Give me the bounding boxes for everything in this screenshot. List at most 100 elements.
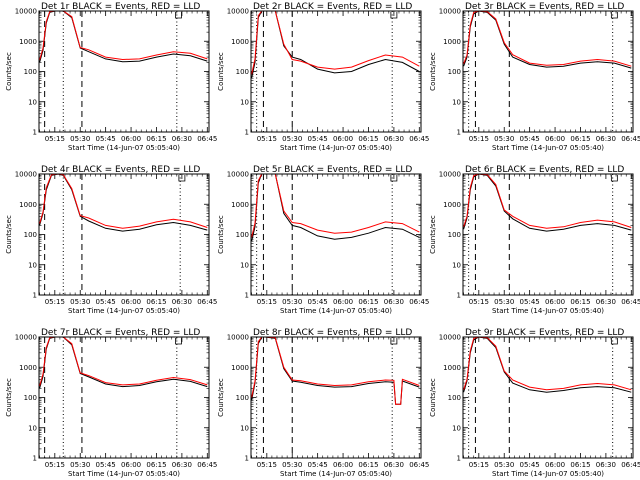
panel-title: Det 3r BLACK = Events, RED = LLD [465, 2, 624, 12]
y-tick-label: 1000 [231, 201, 249, 209]
x-axis-label: Start Time (14-Jun-07 05:05:40) [280, 470, 392, 478]
plot-frame [462, 10, 634, 133]
y-tick-label: 100 [24, 394, 37, 402]
y-tick-label: 100 [236, 68, 249, 76]
x-tick-label: 06:45 [197, 461, 217, 469]
panel-1: Det 1r BLACK = Events, RED = LLD 1 10 100 10… [5, 2, 217, 152]
x-tick-label: 06:45 [621, 298, 640, 306]
x-tick-label: 05:30 [282, 298, 302, 306]
x-tick-label: 06:00 [333, 461, 353, 469]
series-events-line [251, 337, 420, 405]
y-tick-label: 10000 [439, 171, 461, 179]
panel-title: Det 9r BLACK = Events, RED = LLD [465, 328, 624, 338]
x-axis-label: Start Time (14-Jun-07 05:05:40) [280, 144, 392, 152]
x-tick-label: 05:45 [96, 461, 116, 469]
marker-box [390, 338, 398, 345]
y-tick-label: 100 [24, 68, 37, 76]
series-lld-line [251, 11, 420, 75]
y-tick-label: 1 [33, 129, 37, 137]
x-tick-label: 06:00 [333, 298, 353, 306]
plot-frame [250, 336, 422, 459]
x-tick-label: 06:30 [384, 298, 404, 306]
plot-frame [38, 10, 210, 133]
series-events-line [39, 174, 208, 232]
x-tick-label: 06:00 [545, 461, 565, 469]
marker-box [610, 175, 618, 182]
x-tick-label: 05:45 [308, 135, 328, 143]
plot-frame [250, 173, 422, 296]
series-lld-line [251, 174, 420, 238]
x-tick-label: 05:45 [520, 461, 540, 469]
panel-3: Det 3r BLACK = Events, RED = LLD 1 10 100 10… [429, 2, 640, 152]
x-axis-label: Start Time (14-Jun-07 05:05:40) [492, 144, 604, 152]
x-axis-label: Start Time (14-Jun-07 05:05:40) [68, 470, 180, 478]
y-tick-label: 1000 [231, 38, 249, 46]
x-tick-label: 06:30 [384, 461, 404, 469]
x-tick-label: 05:15 [469, 298, 489, 306]
x-tick-label: 06:15 [570, 298, 590, 306]
y-tick-label: 10 [452, 98, 461, 106]
marker-box [610, 12, 618, 19]
x-axis-label: Start Time (14-Jun-07 05:05:40) [492, 307, 604, 315]
x-tick-label: 05:30 [70, 135, 90, 143]
x-tick-label: 06:00 [545, 298, 565, 306]
x-tick-label: 05:15 [257, 135, 277, 143]
marker-box [178, 175, 186, 182]
x-tick-label: 05:15 [257, 461, 277, 469]
y-tick-label: 10000 [15, 8, 37, 16]
y-axis-label: Counts/sec [429, 378, 437, 417]
x-tick-label: 05:15 [45, 135, 65, 143]
y-tick-label: 10000 [227, 8, 249, 16]
y-axis-label: Counts/sec [217, 378, 225, 417]
x-tick-label: 06:45 [409, 135, 429, 143]
y-axis-label: Counts/sec [5, 52, 13, 91]
x-tick-label: 06:15 [570, 461, 590, 469]
marker-box [390, 175, 398, 182]
x-tick-label: 05:30 [282, 461, 302, 469]
series-events-line [463, 11, 632, 69]
y-tick-label: 1 [457, 455, 461, 463]
y-tick-label: 100 [24, 231, 37, 239]
series-lld-line [463, 174, 632, 229]
y-axis-label: Counts/sec [429, 215, 437, 254]
y-tick-label: 100 [236, 231, 249, 239]
y-tick-label: 10 [28, 424, 37, 432]
x-tick-label: 05:45 [308, 461, 328, 469]
series-lld-line [463, 337, 632, 391]
y-tick-label: 10000 [439, 8, 461, 16]
x-axis-label: Start Time (14-Jun-07 05:05:40) [492, 470, 604, 478]
y-tick-label: 10 [240, 424, 249, 432]
y-tick-label: 10 [28, 261, 37, 269]
y-tick-label: 1000 [443, 364, 461, 372]
panel-4: Det 4r BLACK = Events, RED = LLD 1 10 100 10… [5, 165, 217, 315]
y-tick-label: 10000 [15, 171, 37, 179]
panel-title: Det 6r BLACK = Events, RED = LLD [465, 165, 624, 175]
x-tick-label: 06:30 [596, 135, 616, 143]
plot-frame [250, 10, 422, 133]
panel-title: Det 4r BLACK = Events, RED = LLD [41, 165, 200, 175]
x-tick-label: 05:45 [96, 298, 116, 306]
x-tick-label: 06:30 [384, 135, 404, 143]
x-tick-label: 06:45 [409, 461, 429, 469]
x-axis-label: Start Time (14-Jun-07 05:05:40) [280, 307, 392, 315]
plot-frame [462, 173, 634, 296]
y-tick-label: 10 [28, 98, 37, 106]
x-tick-label: 06:15 [358, 461, 378, 469]
y-tick-label: 100 [236, 394, 249, 402]
series-events-line [39, 337, 208, 389]
x-tick-label: 06:15 [146, 135, 166, 143]
x-tick-label: 06:00 [121, 298, 141, 306]
x-tick-label: 06:45 [197, 298, 217, 306]
plot-frame [38, 336, 210, 459]
x-tick-label: 06:45 [621, 461, 640, 469]
y-tick-label: 1000 [19, 364, 37, 372]
x-tick-label: 05:30 [494, 135, 514, 143]
series-events-line [251, 11, 420, 79]
y-tick-label: 1000 [19, 201, 37, 209]
x-tick-label: 05:45 [96, 135, 116, 143]
y-tick-label: 1 [245, 455, 249, 463]
x-tick-label: 06:30 [596, 298, 616, 306]
x-tick-label: 06:15 [358, 135, 378, 143]
marker-box [175, 12, 182, 19]
